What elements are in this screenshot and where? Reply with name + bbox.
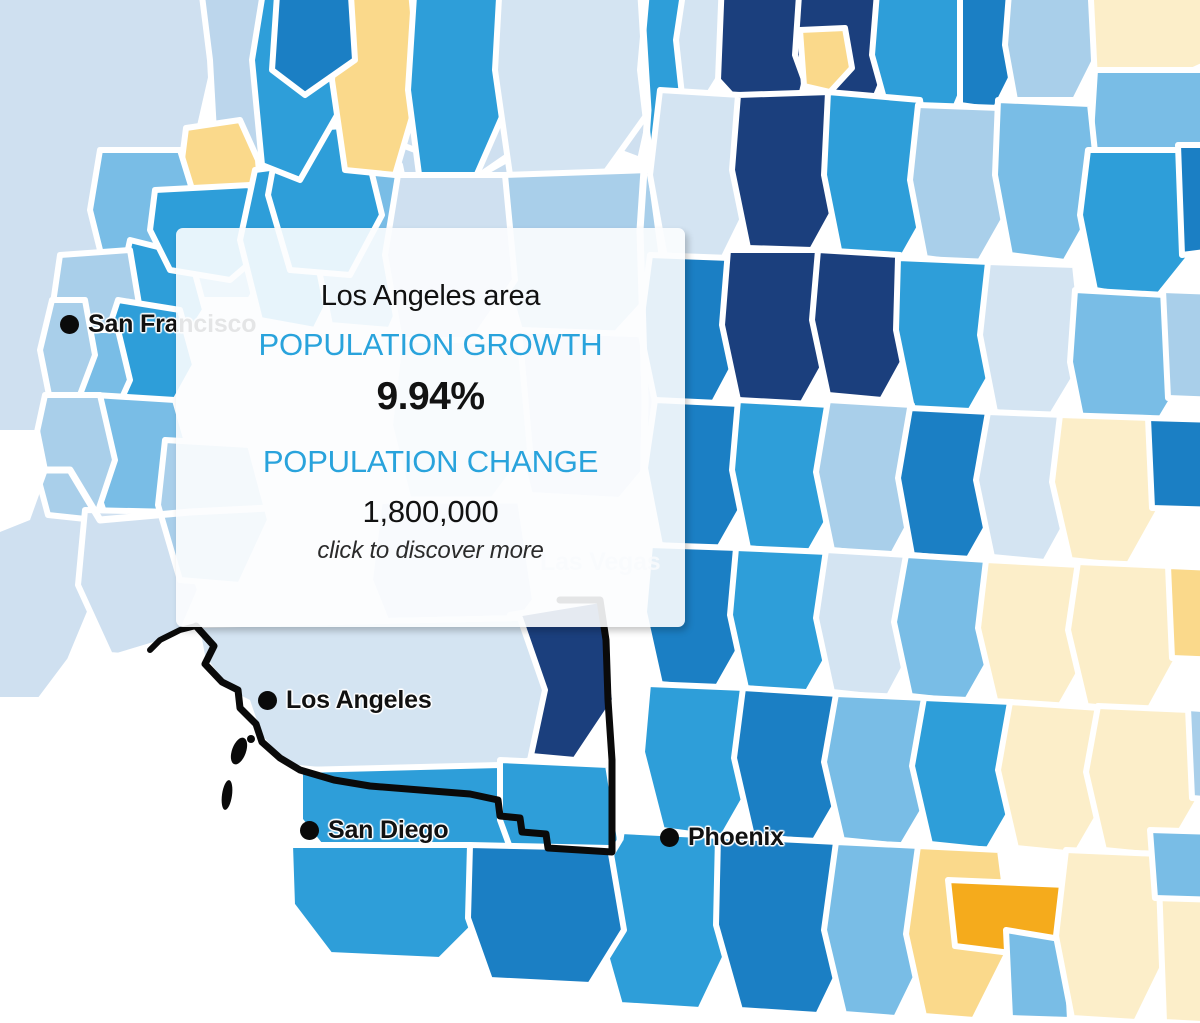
tooltip-metric1-value: 9.94% [376, 374, 485, 418]
ocean [0, 628, 300, 1023]
coastline [147, 623, 199, 653]
region-tile[interactable] [797, 25, 855, 95]
region-tooltip[interactable]: Los Angeles area POPULATION GROWTH 9.94%… [176, 228, 685, 627]
region-tile[interactable] [287, 842, 483, 963]
tooltip-hint[interactable]: click to discover more [317, 536, 544, 564]
region-tile[interactable] [269, 0, 358, 98]
region-tile[interactable] [1175, 142, 1200, 258]
region-tile[interactable] [465, 842, 627, 988]
tooltip-metric1-label: POPULATION GROWTH [258, 327, 603, 363]
region-tile[interactable] [1147, 827, 1200, 903]
tooltip-metric2-label: POPULATION CHANGE [262, 443, 599, 479]
region-tile[interactable] [1002, 0, 1103, 103]
island [230, 737, 248, 765]
region-tile[interactable] [1165, 563, 1200, 663]
ocean [0, 430, 48, 532]
region-tile[interactable] [1065, 559, 1185, 715]
region-tile[interactable] [1160, 287, 1200, 403]
region-tile[interactable] [1049, 412, 1165, 569]
national-border [192, 596, 616, 856]
region-tile[interactable] [1185, 705, 1200, 802]
tooltip-title: Los Angeles area [320, 280, 541, 312]
region-tile[interactable] [809, 247, 918, 403]
region-tile[interactable] [1145, 415, 1200, 513]
tooltip-metric2-value: 1,800,000 [362, 493, 499, 529]
island [221, 780, 233, 810]
region-tile[interactable] [37, 297, 98, 403]
island [247, 735, 255, 743]
